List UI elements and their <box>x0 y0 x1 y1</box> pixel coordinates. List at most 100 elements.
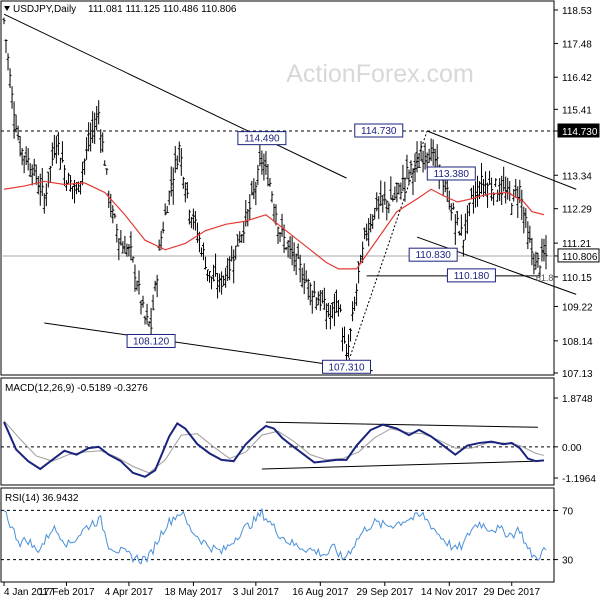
rsi-line <box>3 508 547 565</box>
ohlc-bar <box>542 238 546 262</box>
price-panel-frame <box>0 0 555 376</box>
ohlc-bar <box>127 244 131 257</box>
rsi-plot: RSI(14) 36.9432 <box>1 493 554 565</box>
ohlc-bar <box>183 182 187 203</box>
ohlc-bar <box>399 182 403 200</box>
ohlc-bar <box>403 177 407 202</box>
ohlc-bar <box>500 175 504 206</box>
ohlc-bar <box>121 241 125 254</box>
ohlc-bar <box>197 231 201 253</box>
svg-text:114.730: 114.730 <box>562 127 598 138</box>
ohlc-bar <box>363 227 367 240</box>
price-axis-label: 113.34 <box>554 171 592 182</box>
ohlc-bar <box>381 195 385 213</box>
macd-axis-label: -1.1964 <box>562 474 596 485</box>
ohlc-bar <box>409 160 413 176</box>
ohlc-bar <box>373 207 377 220</box>
ohlc-bar <box>391 195 395 202</box>
ohlc-bar <box>492 192 496 206</box>
ohlc-bar <box>8 68 12 89</box>
ohlc-bar <box>387 202 391 214</box>
ohlc-bar <box>187 209 191 225</box>
price-axis-label: 107.13 <box>554 369 593 380</box>
ohlc-bar <box>469 187 473 199</box>
ohlc-bar <box>435 144 439 168</box>
ohlc-bar <box>4 39 8 54</box>
ohlc-bar <box>101 132 105 153</box>
ohlc-bar <box>54 135 58 164</box>
svg-text:113.380: 113.380 <box>434 169 470 180</box>
ohlc-bar <box>510 202 514 216</box>
ohlc-bar <box>320 289 324 304</box>
macd-title: MACD(12,26,9) -0.5189 -0.3276 <box>5 383 148 394</box>
ohlc-bar <box>38 173 42 206</box>
svg-text:114.490: 114.490 <box>244 134 280 145</box>
svg-text:107.13: 107.13 <box>562 369 593 380</box>
chart-header: USDJPY,Daily 111.081 111.125 110.486 110… <box>4 4 237 15</box>
ohlc-bar <box>212 264 216 282</box>
ohlc-bar <box>244 200 248 227</box>
ohlc-bar <box>522 206 526 234</box>
ohlc-bar <box>534 251 538 270</box>
ohlc-bar <box>52 134 56 159</box>
watermark: ActionForex.com <box>286 60 474 88</box>
ohlc-bar <box>421 150 425 173</box>
svg-text:109.22: 109.22 <box>562 302 593 313</box>
signal-line <box>3 420 545 474</box>
ohlc-bar <box>353 296 357 311</box>
ohlc-bar <box>238 231 242 244</box>
ohlc-bar <box>312 280 316 298</box>
ohlc-bar <box>228 256 232 281</box>
ohlc-bar <box>256 164 260 185</box>
ohlc-bar <box>355 283 359 306</box>
ohlc-bar <box>447 190 451 210</box>
ohlc-bar <box>232 249 236 284</box>
ohlc-bar <box>141 295 145 308</box>
ohlc-bar <box>62 164 66 186</box>
ohlc-bar <box>496 189 500 202</box>
ohlc-bar <box>316 291 320 306</box>
ohlc-bar <box>163 203 167 216</box>
svg-text:117.48: 117.48 <box>562 39 592 50</box>
svg-text:107.310: 107.310 <box>328 362 365 373</box>
svg-text:110.180: 110.180 <box>454 271 490 282</box>
svg-text:110.15: 110.15 <box>562 273 592 284</box>
ohlc-bar <box>252 178 256 200</box>
ohlc-bar <box>161 221 165 234</box>
ohlc-bar <box>42 193 46 214</box>
svg-text:116.42: 116.42 <box>562 73 592 84</box>
ohlc-bar <box>371 214 375 229</box>
ohlc-bar <box>6 53 10 71</box>
ohlc-bar <box>520 189 524 221</box>
ohlc-bar <box>465 205 469 234</box>
ohlc-bar <box>502 166 506 192</box>
ohlc-bar <box>504 176 508 204</box>
rsi-axis-label: 70 <box>562 506 574 517</box>
price-axis-label: 110.806 <box>554 248 600 263</box>
ohlc-bar <box>97 100 101 125</box>
ohlc-bar <box>463 213 467 240</box>
ohlc-bar <box>28 163 32 178</box>
ohlc-bar <box>367 218 371 247</box>
price-axis-label: 115.41 <box>554 105 592 116</box>
price-annotation: 113.380 <box>426 166 476 181</box>
price-annotation: 107.310 <box>322 359 372 374</box>
ohlc-bar <box>326 302 330 318</box>
ohlc-bar <box>34 164 38 185</box>
ohlc-bar <box>254 181 258 206</box>
ohlc-bar <box>171 167 175 205</box>
price-trendline-4 <box>416 236 577 295</box>
ohlc-bar <box>169 166 173 197</box>
ohlc-bar <box>292 242 296 272</box>
ohlc-bar <box>89 122 93 152</box>
ohlc-bar <box>165 205 169 214</box>
ohlc-bar <box>494 178 498 187</box>
ohlc-bar <box>540 238 544 262</box>
ohlc-bar <box>449 203 453 221</box>
ohlc-bar <box>338 304 342 313</box>
ohlc-bar <box>488 170 492 185</box>
ohlc-bar <box>524 208 528 228</box>
ohlc-bar <box>385 200 389 221</box>
ohlc-bar <box>203 256 207 270</box>
ohlc-bar <box>272 203 276 223</box>
